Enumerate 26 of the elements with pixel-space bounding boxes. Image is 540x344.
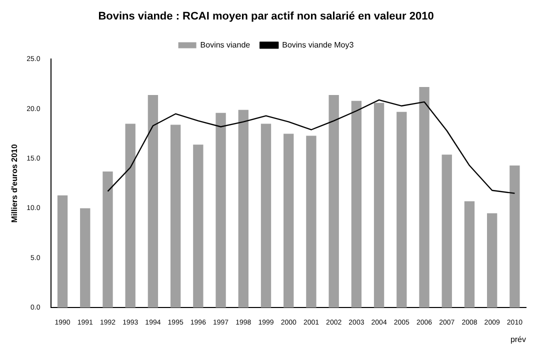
y-axis-title: Milliers d'euros 2010 [10, 144, 20, 223]
bar [57, 195, 68, 308]
bar [238, 110, 248, 308]
bar [80, 208, 90, 308]
bar [260, 124, 272, 308]
bar [306, 136, 316, 308]
bar [487, 213, 498, 308]
bar [102, 171, 113, 308]
legend-label: Bovins viande [200, 40, 251, 50]
bar [148, 94, 158, 308]
legend-label: Bovins viande Moy3 [282, 40, 354, 50]
bar [351, 100, 362, 308]
bar [396, 112, 407, 308]
bar [464, 201, 475, 308]
text: prév [510, 335, 526, 344]
bar [510, 166, 520, 308]
bar [193, 144, 204, 308]
bar [374, 102, 384, 308]
bar [419, 87, 430, 308]
chart-title: Bovins viande : RCAI moyen par actif non salarié en valeur 2010 [98, 10, 434, 23]
bar [442, 154, 452, 308]
bar [170, 124, 181, 308]
bar [216, 112, 226, 308]
bar [328, 94, 339, 308]
bar [284, 134, 294, 308]
bar [125, 124, 136, 308]
